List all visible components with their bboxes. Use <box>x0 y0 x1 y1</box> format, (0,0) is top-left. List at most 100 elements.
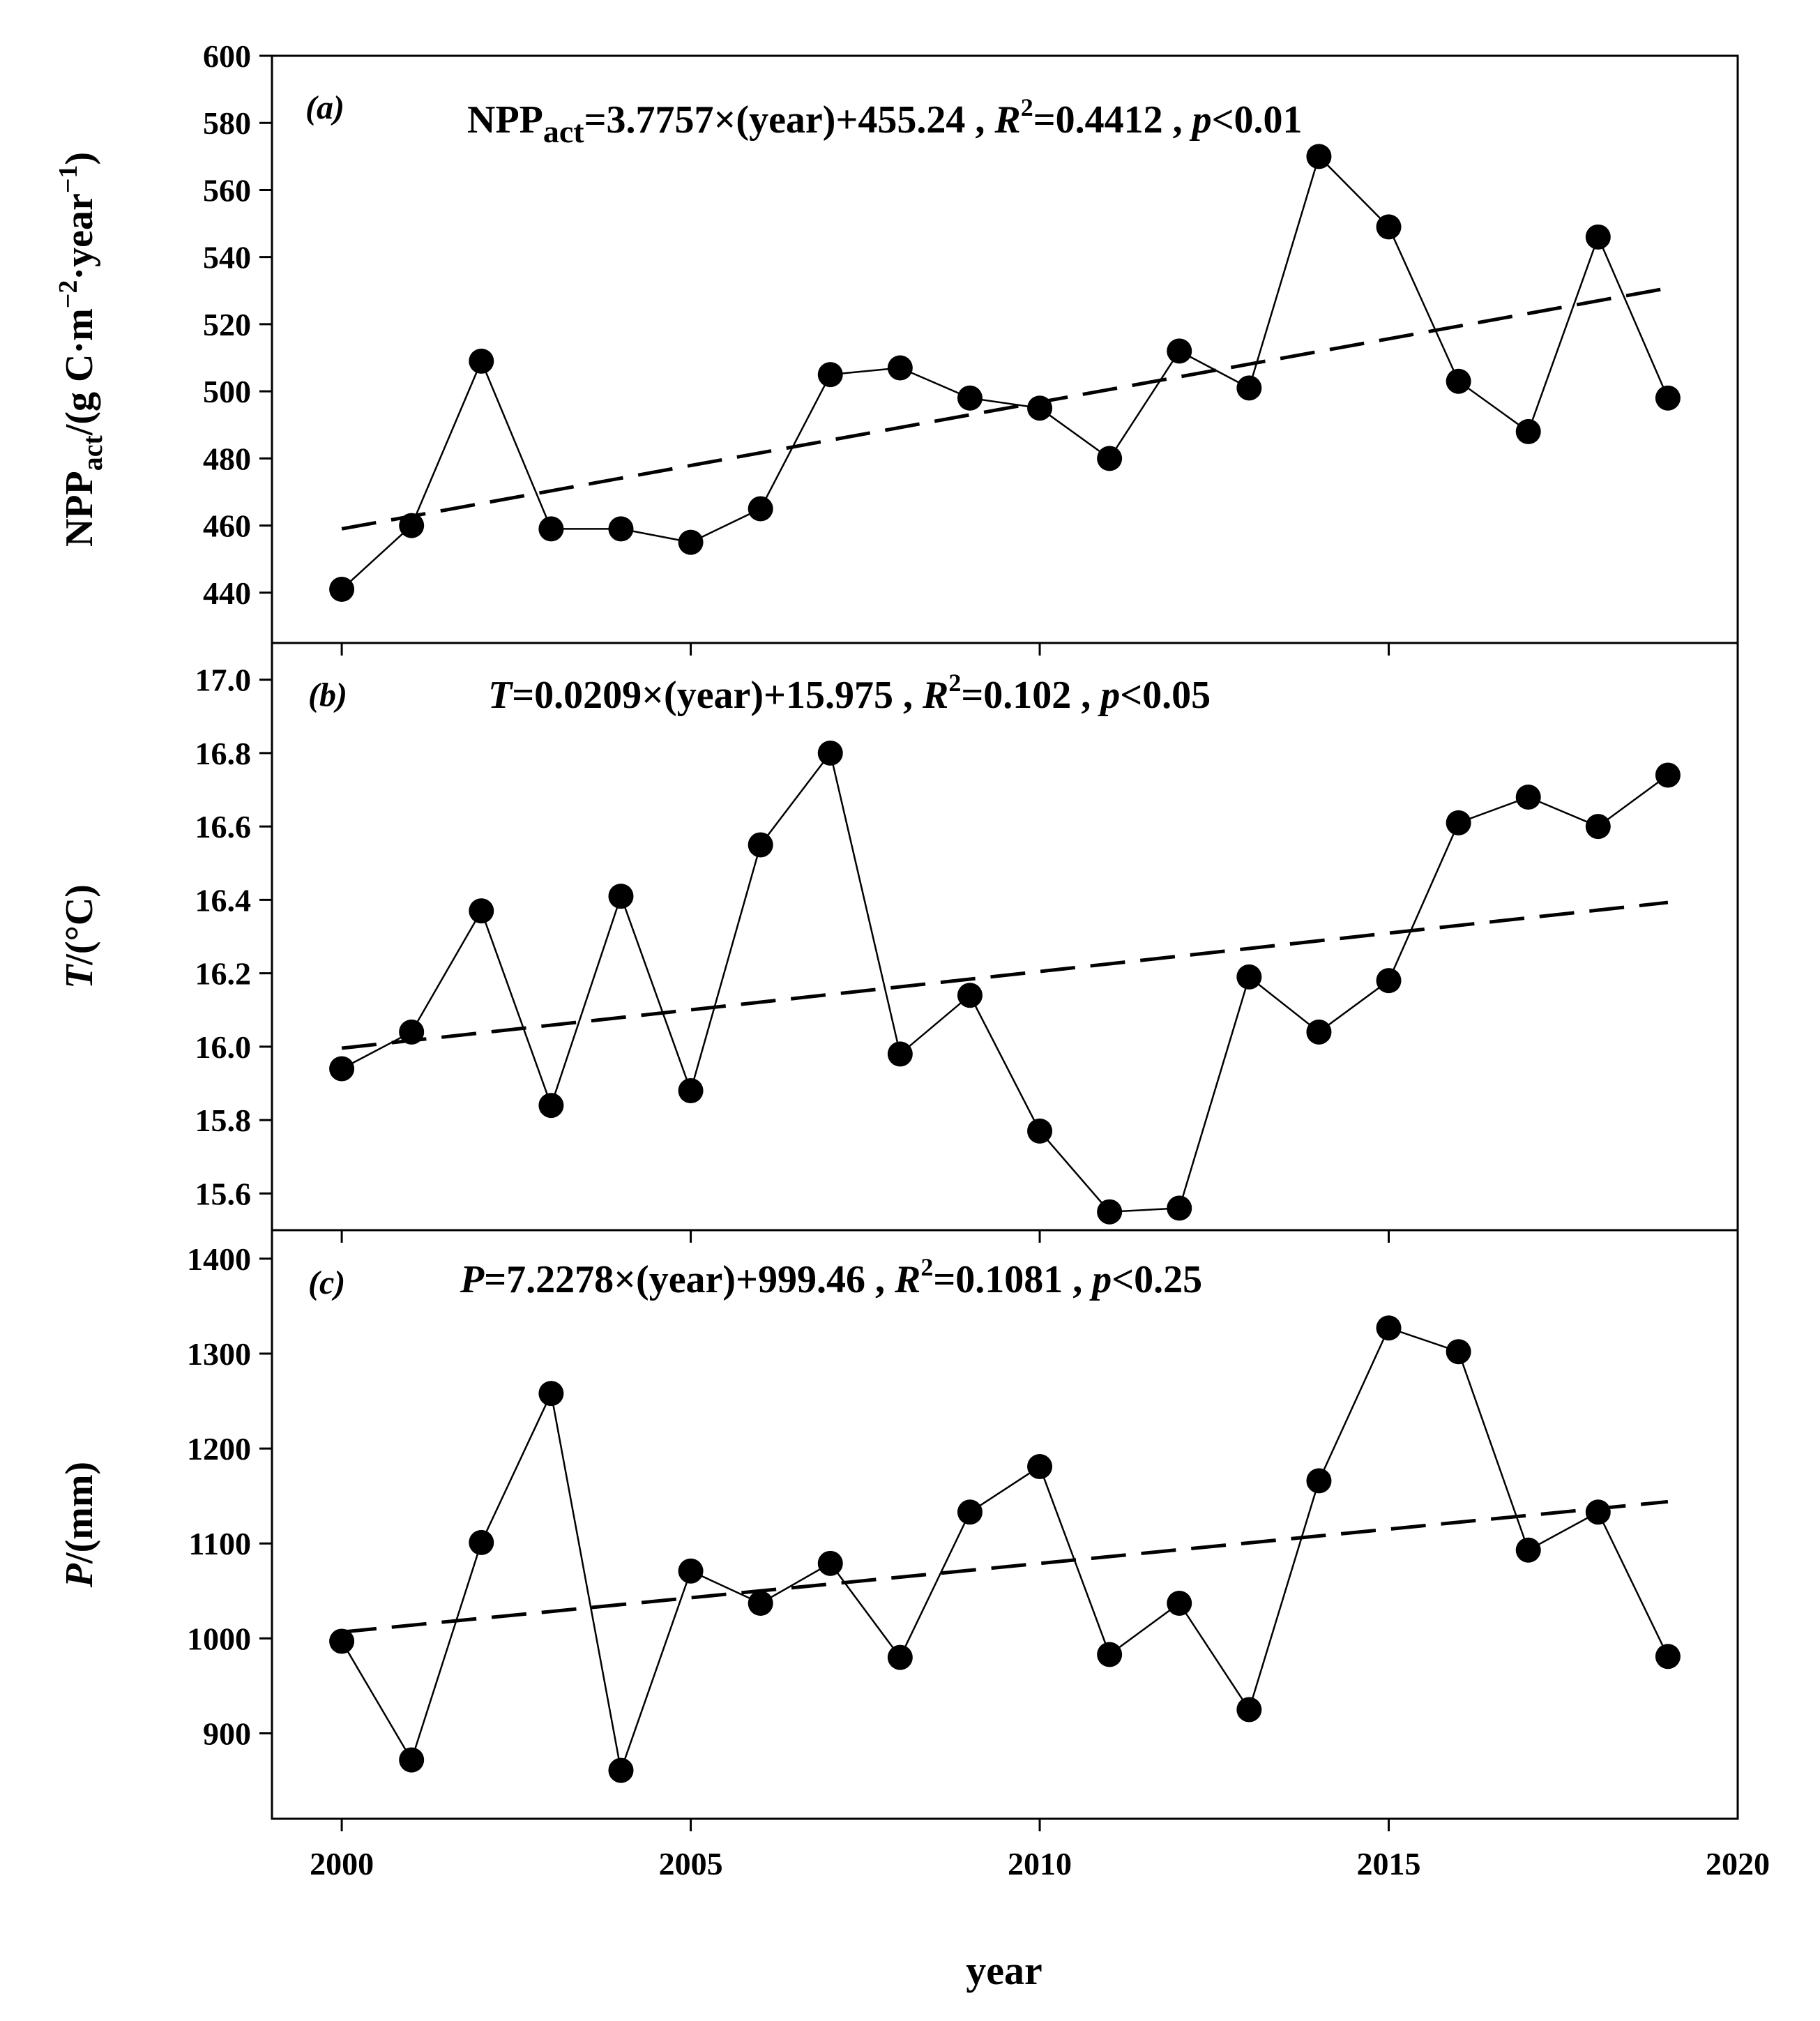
data-point <box>1306 1468 1332 1494</box>
data-point <box>1027 1118 1053 1144</box>
panel-2: 15.615.816.016.216.416.616.817.0 (b) T=0.0… <box>58 642 1739 1243</box>
data-point <box>748 496 773 522</box>
data-point <box>1376 968 1402 994</box>
data-point <box>538 516 564 542</box>
eq-superscript: 2 <box>948 669 961 697</box>
data-point <box>957 983 983 1008</box>
x-tick-label: 2020 <box>1706 1846 1770 1882</box>
eq-part: R <box>894 1258 920 1301</box>
data-point <box>1097 446 1123 471</box>
data-point <box>469 1529 494 1555</box>
equation: P=7.2278×(year)+999.46 , R2=0.1081 , p<0… <box>460 1253 1202 1301</box>
data-point <box>1236 375 1262 401</box>
y-tick-label: 16.0 <box>195 1029 252 1065</box>
eq-superscript: 2 <box>920 1253 933 1281</box>
plot-frame <box>271 1229 1739 1820</box>
data-point <box>1446 368 1471 394</box>
data-point <box>1167 338 1192 364</box>
data-point <box>1585 1499 1611 1525</box>
x-tick-label: 2005 <box>659 1846 723 1882</box>
data-point <box>678 1078 704 1104</box>
y-tick-label: 1000 <box>187 1621 251 1656</box>
ylabel-part: ·year <box>58 193 101 280</box>
eq-part: T <box>488 674 514 717</box>
eq-part: R <box>994 98 1020 142</box>
data-point <box>538 1381 564 1407</box>
data-point <box>399 513 425 538</box>
data-point <box>957 385 983 411</box>
data-point <box>817 1550 843 1576</box>
y-tick-label: 600 <box>203 38 251 74</box>
data-point <box>1306 144 1332 169</box>
panel-tag: (c) <box>308 1264 345 1301</box>
y-axis-label: T/(°C) <box>58 884 101 989</box>
data-point <box>399 1747 425 1773</box>
ylabel-part: ) <box>58 152 101 165</box>
data-point <box>329 1056 355 1082</box>
eq-superscript: 2 <box>1021 93 1033 121</box>
data-point <box>1655 1644 1681 1670</box>
data-point <box>748 1590 773 1616</box>
y-tick-label: 16.2 <box>195 956 252 992</box>
y-tick-label: 480 <box>203 441 251 476</box>
eq-part: P <box>460 1258 485 1301</box>
series-line <box>341 751 1669 1213</box>
data-point <box>887 355 913 381</box>
data-point <box>1167 1590 1192 1616</box>
data-point <box>608 1757 634 1783</box>
x-axis: 2000 2005 2010 2015 2020 <box>310 1846 1770 1882</box>
data-point <box>1376 1315 1402 1341</box>
eq-part: =3.7757×(year)+455.24 , <box>584 98 995 142</box>
data-point <box>1515 418 1541 444</box>
y-tick-label: 440 <box>203 575 251 611</box>
data-point <box>1097 1642 1123 1667</box>
x-tick-label: 2015 <box>1357 1846 1421 1882</box>
data-point <box>957 1499 983 1525</box>
data-point <box>608 884 634 909</box>
data-point <box>1236 1697 1262 1723</box>
ylabel-part: /(g C·m <box>58 308 101 436</box>
ylabel-part: P <box>58 1563 101 1588</box>
y-tick-label: 460 <box>203 508 251 544</box>
y-axis-label: P/(mm) <box>58 1462 101 1588</box>
y-tick-label: 16.6 <box>195 809 252 845</box>
data-point <box>1236 964 1262 990</box>
eq-part: =0.4412 , <box>1033 98 1192 142</box>
data-point <box>1306 1019 1332 1045</box>
data-point <box>1585 224 1611 250</box>
trend-line <box>341 1499 1669 1634</box>
eq-part: R <box>922 674 948 717</box>
data-point <box>1167 1195 1192 1221</box>
data-point <box>887 1041 913 1067</box>
ylabel-part: /(mm) <box>58 1462 101 1564</box>
y-tick-label: 1100 <box>189 1526 251 1561</box>
ylabel-superscript: −2 <box>54 280 83 309</box>
eq-part: p <box>1098 674 1120 717</box>
data-point <box>1097 1199 1123 1225</box>
y-tick-label: 17.0 <box>195 663 252 698</box>
trend-line <box>341 900 1669 1050</box>
eq-part: =0.0209×(year)+15.975 , <box>512 674 923 717</box>
y-tick-label: 16.4 <box>195 882 252 918</box>
x-tick-label: 2010 <box>1008 1846 1072 1882</box>
y-tick-label: 1200 <box>187 1431 251 1467</box>
y-tick-label: 520 <box>203 307 251 342</box>
y-tick-label: 16.8 <box>195 736 252 771</box>
trend-line <box>341 286 1669 531</box>
data-point <box>1376 214 1402 240</box>
ylabel-superscript: −1 <box>54 165 83 194</box>
eq-part: NPP <box>467 98 543 142</box>
data-point <box>469 348 494 374</box>
y-tick-label: 15.8 <box>195 1103 252 1138</box>
data-point <box>817 740 843 766</box>
ylabel-subscript: act <box>77 435 108 471</box>
y-axis-label: NPPact/(g C·m−2·year−1) <box>54 152 108 547</box>
eq-part: <0.05 <box>1120 674 1211 717</box>
data-point <box>1515 1537 1541 1563</box>
y-tick-label: 580 <box>203 105 251 141</box>
equation: T=0.0209×(year)+15.975 , R2=0.102 , p<0.… <box>488 669 1211 717</box>
